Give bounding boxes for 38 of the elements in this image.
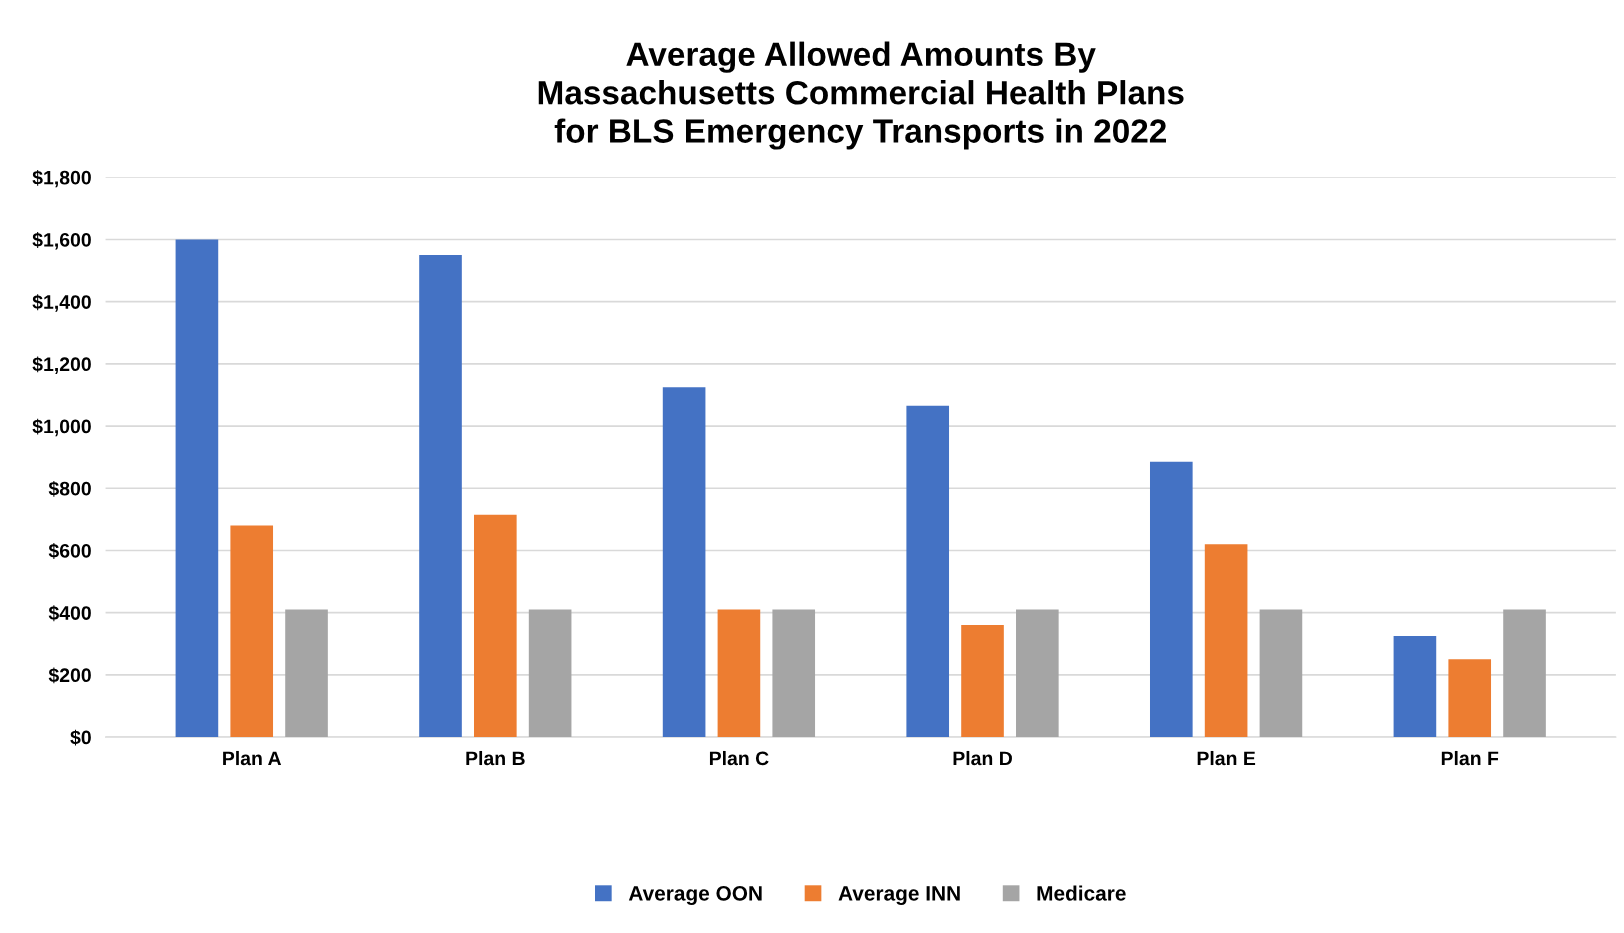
legend-label: Average INN — [838, 886, 960, 905]
bar — [772, 609, 816, 738]
y-tick-label: $400 — [48, 605, 91, 622]
x-tick-label: Plan C — [709, 750, 769, 766]
x-tick-label: Plan A — [223, 750, 282, 766]
bar — [961, 625, 1004, 738]
chart-title: Average Allowed Amounts By Massachusetts Commercial Health Plans for BLS Emergency Transports in 2022 — [538, 41, 1184, 150]
y-tick-label: $1,400 — [32, 294, 91, 312]
bar — [1149, 461, 1193, 738]
bar — [1259, 609, 1303, 738]
bar — [419, 255, 462, 738]
y-tick-label: $200 — [48, 667, 91, 684]
y-tick-label: $1,200 — [32, 356, 91, 374]
bar — [717, 609, 761, 738]
bar — [662, 387, 706, 738]
x-tick-label: Plan E — [1197, 750, 1256, 766]
bar — [1204, 544, 1248, 738]
legend-label: Average OON — [628, 885, 762, 905]
bar — [1503, 609, 1546, 738]
bar — [175, 239, 219, 738]
bar — [285, 609, 328, 738]
y-tick-label: $0 — [70, 729, 91, 746]
y-tick-label: $800 — [48, 480, 91, 497]
y-tick-label: $1,000 — [32, 418, 91, 437]
x-tick-label: Plan D — [953, 750, 1012, 766]
bar — [1448, 659, 1492, 738]
bar — [1016, 609, 1059, 738]
x-tick-label: Plan F — [1441, 750, 1499, 766]
bar — [1393, 635, 1437, 738]
x-tick-label: Plan B — [466, 750, 525, 766]
y-tick-label: $1,800 — [32, 169, 91, 188]
bar — [474, 514, 517, 738]
bar — [230, 525, 274, 738]
bar — [906, 405, 950, 738]
legend-label: Medicare — [1037, 885, 1126, 901]
y-tick-label: $600 — [48, 543, 91, 559]
y-tick-label: $1,600 — [32, 232, 91, 250]
bar — [528, 609, 572, 738]
